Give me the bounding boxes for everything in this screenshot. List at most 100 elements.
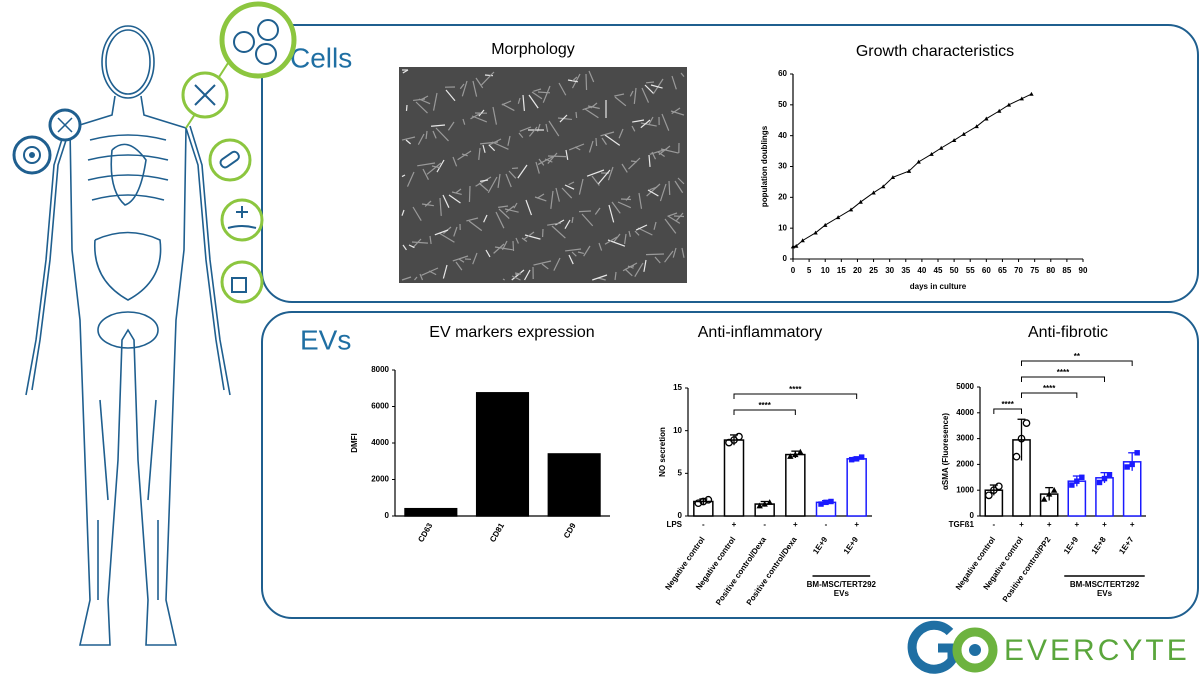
significance-bracket [733,409,796,415]
cell [468,220,483,232]
y-tick-label: 4000 [371,438,389,447]
x-tick-label: 1E+7 [1117,535,1136,556]
chart-title: Anti-inflammatory [698,324,822,341]
x-tick-label: 25 [869,266,878,275]
cell [401,174,406,178]
cell [492,106,498,125]
data-point [1006,102,1012,107]
data-point [858,199,863,204]
x-tick-label: 1E+9 [811,535,830,556]
y-tick-label: 0 [970,511,975,520]
cell [513,202,518,209]
y-tick-label: 1000 [956,485,974,494]
cell [653,221,657,230]
cell [447,121,455,131]
cell [577,251,584,255]
x-tick-label: 15 [837,266,846,275]
cell [415,101,428,114]
cell [414,276,418,281]
cell [592,274,608,281]
row-value: + [793,520,798,529]
data-point [694,499,703,508]
cell [561,187,573,199]
cell [643,259,647,272]
cells-panel [261,24,1199,303]
cell [649,186,658,191]
cell [434,229,449,236]
cell [571,251,577,257]
y-tick-label: 30 [778,162,787,171]
cell [442,194,450,208]
cell [408,244,415,249]
cell [578,210,592,213]
cell [588,140,594,153]
cell [547,222,562,226]
cell [524,234,541,240]
y-tick-label: 20 [778,192,787,201]
bar [404,507,458,517]
cell [604,134,621,146]
data-point [881,184,886,189]
cell [401,136,416,141]
significance-label: **** [1043,384,1056,393]
cell [470,112,482,120]
bar [475,392,530,517]
cell [431,124,446,127]
data-point [761,500,768,507]
x-tick-label: 20 [853,266,862,275]
data-point [1129,461,1135,468]
chart-title: EV markers expression [429,324,594,341]
y-tick-label: 10 [778,223,787,232]
cell [548,120,560,137]
x-axis-label: days in culture [910,282,967,291]
data-point [939,145,944,150]
data-point [797,448,804,455]
row-value: + [1019,520,1024,529]
cell [617,201,632,209]
data-point [792,451,799,458]
x-tick-label: 50 [950,266,959,275]
cell [671,75,677,90]
data-point [974,124,979,129]
cell [504,208,519,213]
bar [846,458,867,517]
cell [484,74,494,77]
chart-title: Anti-fibrotic [1028,324,1108,341]
cell [515,237,519,244]
data-point [1029,91,1034,96]
bar [785,453,806,517]
cell [618,128,624,139]
cell [625,195,631,201]
cell [671,107,681,115]
cell [493,243,505,254]
x-tick-label: 10 [821,266,830,275]
cell [681,247,685,258]
data-point [1101,475,1108,482]
y-tick-label: 6000 [371,402,389,411]
row-value: - [992,520,995,529]
cell [501,103,515,112]
y-tick-label: 60 [778,69,787,78]
cell [647,189,659,197]
cell [584,108,599,119]
data-point [813,230,818,235]
row-value: + [854,520,859,529]
data-point [858,454,865,460]
cell [455,188,462,194]
cell [571,216,574,224]
y-tick-label: 8000 [371,365,389,374]
data-point [704,495,713,504]
cell [466,217,479,222]
x-tick-label: 75 [1030,266,1039,275]
cell [421,203,434,207]
cell [597,277,606,281]
x-tick-label: 85 [1062,266,1071,275]
data-point [984,116,989,121]
cell [631,125,636,132]
logo-text: EVERCYTE [1004,634,1190,667]
cell [468,185,471,203]
cell [419,273,424,281]
x-tick-label: 1E+9 [842,535,861,556]
y-tick-label: 40 [778,131,787,140]
cell [675,212,684,221]
